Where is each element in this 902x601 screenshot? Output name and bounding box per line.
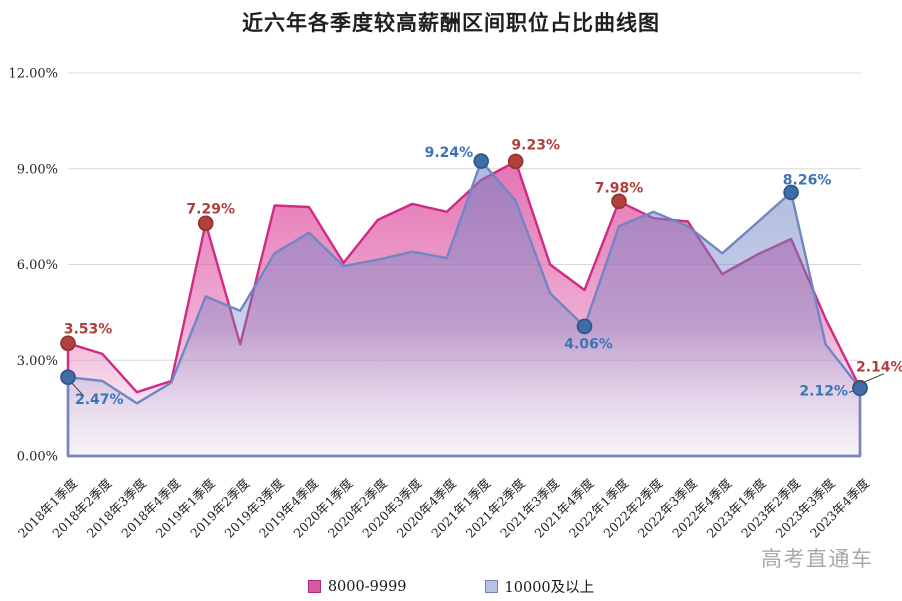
data-point-label: 7.29% [186,201,235,217]
data-point-label: 7.98% [595,180,644,196]
y-axis-tick-label: 9.00% [17,162,58,177]
data-point-marker [473,153,490,169]
data-point-marker [60,335,76,352]
legend-swatch-pink [307,580,321,593]
legend-item-8000-9999: 8000-9999 [307,578,407,595]
legend-item-10000-plus: 10000及以上 [484,576,595,597]
data-point-label: 3.53% [64,321,113,337]
data-point-marker [60,369,76,386]
watermark: 高考直通车 [761,547,874,571]
data-point-marker [783,184,799,201]
chart-legend: 8000-9999 10000及以上 [0,576,902,597]
data-point-label: 2.47% [75,392,124,408]
y-axis-tick-label: 0.00% [17,450,58,465]
callout-leader-line [70,381,85,397]
data-point-label: 2.14% [856,360,902,376]
callout-leader-line [864,373,885,383]
area-series-1 [66,159,862,458]
data-point-marker [197,215,214,232]
data-point-marker [576,318,593,335]
data-point-label: 4.06% [564,336,613,352]
data-point-label: 9.24% [425,145,474,161]
chart-title: 近六年各季度较高薪酬区间职位占比曲线图 [242,10,660,35]
y-axis-tick-label: 12.00% [8,67,58,82]
data-point-marker [507,153,524,170]
data-point-label: 8.26% [783,172,832,188]
y-axis-tick-label: 3.00% [17,354,58,369]
y-axis-tick-label: 6.00% [17,258,58,273]
data-point-label: 9.23% [511,137,560,153]
data-point-label: 2.12% [799,383,848,399]
data-point-marker [852,380,868,397]
legend-label: 10000及以上 [504,580,595,596]
legend-label: 8000-9999 [327,578,407,595]
data-point-marker [611,193,627,210]
legend-swatch-blue [484,580,498,593]
